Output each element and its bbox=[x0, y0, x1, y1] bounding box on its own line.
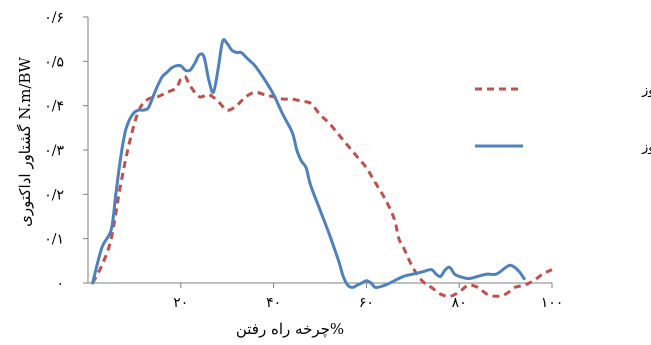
y-tick-label: ۰/۶ bbox=[44, 10, 64, 26]
axes bbox=[83, 16, 553, 288]
y-tick-label: ۰/۳ bbox=[44, 143, 64, 159]
y-axis-label: گشتاور اداکتوری N.m/BW bbox=[16, 57, 34, 227]
y-tick-label: ۰/۲ bbox=[44, 187, 64, 203]
x-tick-label: ۶۰ bbox=[359, 295, 374, 311]
series-line-1 bbox=[91, 74, 553, 298]
y-tick-label: ۰/۴ bbox=[44, 99, 64, 115]
x-tick-label: ۴۰ bbox=[266, 295, 281, 311]
plot-area bbox=[91, 38, 553, 298]
legend-label-1: راه رفتن با ارتوز bbox=[641, 83, 651, 98]
legend: راه رفتن با ارتوز راه رفتن بدون ارتوز bbox=[475, 83, 651, 155]
x-tick-label: ۱۰۰ bbox=[541, 295, 564, 311]
series-line-2 bbox=[91, 38, 526, 289]
y-tick-label: ۰/۵ bbox=[44, 54, 64, 70]
x-axis-label: %چرخه راه رفتن bbox=[236, 320, 344, 338]
legend-label-2: راه رفتن بدون ارتوز bbox=[641, 140, 651, 155]
y-tick-label: ۰/۱ bbox=[44, 232, 64, 248]
x-tick-label: ۲۰ bbox=[173, 295, 188, 311]
tick-labels: ۰ ۰/۱ ۰/۲ ۰/۳ ۰/۴ ۰/۵ ۰/۶ ۲۰ ۴۰ ۶۰ ۸۰ ۱۰۰ bbox=[44, 10, 563, 311]
y-tick-label: ۰ bbox=[56, 276, 64, 292]
x-tick-label: ۸۰ bbox=[452, 295, 467, 311]
